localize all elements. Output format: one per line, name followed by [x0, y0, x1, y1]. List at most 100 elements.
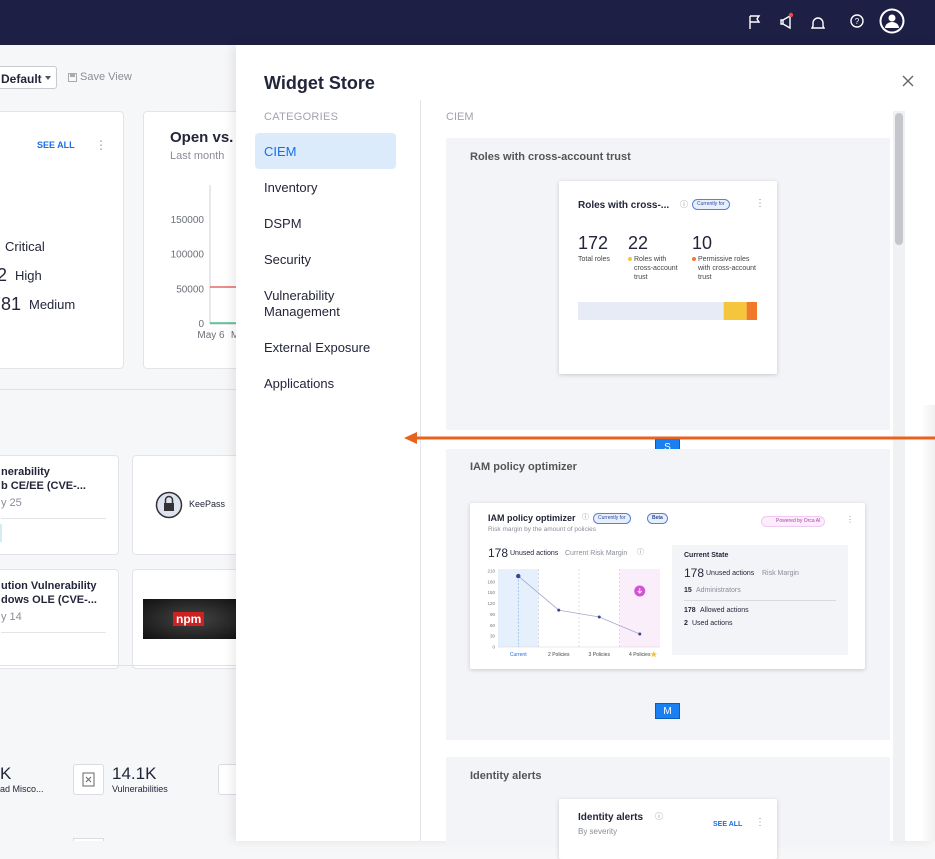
news-card[interactable]: npm	[132, 569, 236, 669]
preview-badge: Currently for	[692, 199, 730, 210]
y-tick-label: 50000	[176, 284, 204, 295]
category-item[interactable]: Inventory	[255, 169, 396, 205]
metric-label: Roles with cross-account trust	[634, 256, 678, 281]
kebab: ⋮	[755, 198, 765, 209]
bell-icon[interactable]	[810, 17, 826, 29]
info-icon: ⓘ	[680, 200, 688, 209]
category-label: DSPM	[264, 216, 302, 231]
category-label: Inventory	[264, 180, 318, 195]
category-item[interactable]: DSPM	[255, 205, 396, 241]
news-logo-text: npm	[173, 612, 205, 626]
metric-value: 22	[628, 233, 649, 253]
see-all[interactable]: SEE ALL	[37, 140, 75, 150]
view-selector-label: Default	[1, 72, 42, 86]
y-tick-label: 210	[487, 569, 495, 574]
help-glyph: ?	[855, 17, 860, 26]
announce-icon[interactable]	[780, 14, 791, 30]
keepass-logo	[155, 491, 183, 519]
y-tick-label: 0	[198, 319, 204, 330]
category-item[interactable]: External Exposure	[255, 329, 396, 365]
stat-value: K	[0, 764, 12, 783]
chart-title: Open vs. r	[170, 129, 236, 146]
kebab[interactable]: ⋮	[95, 138, 107, 152]
divider	[0, 665, 236, 666]
help-icon[interactable]	[850, 14, 864, 28]
category-item[interactable]: Applications	[255, 365, 396, 401]
flag-icon[interactable]	[749, 15, 761, 29]
save-view[interactable]: Save View	[80, 71, 132, 83]
severity-label: Critical	[5, 239, 45, 254]
category-label: Vulnerability Management	[264, 288, 340, 319]
category-item[interactable]: CIEM	[255, 133, 396, 169]
panel-title: Widget Store	[264, 73, 375, 93]
data-point	[557, 608, 561, 612]
severity-label: Medium	[29, 297, 76, 312]
news-title: ution Vulnerability	[1, 580, 97, 592]
y-tick-label: 100000	[171, 250, 205, 261]
data-point	[638, 632, 642, 636]
stat-value: 14.1K	[112, 764, 157, 783]
severity-label: High	[15, 268, 42, 283]
state-label: Allowed actions	[700, 607, 749, 614]
preview-badge: Currently for	[593, 513, 631, 524]
size-button[interactable]: M	[655, 703, 680, 719]
close-button[interactable]	[902, 75, 914, 87]
state-count: 178	[684, 607, 696, 614]
metric-dot	[628, 257, 632, 261]
metric-label: Permissive roles with cross-account trus…	[698, 256, 756, 281]
news-card[interactable]: ution Vulnerability dows OLE (CVE-... y …	[0, 569, 119, 669]
ai-badge: Powered by Orca AI	[761, 516, 826, 527]
widget-preview: Identity alerts ⓘ By severity SEE ALL ⋮	[559, 799, 777, 859]
news-card[interactable]: KeePass	[132, 455, 236, 555]
scrollbar-thumb[interactable]	[895, 113, 903, 245]
metric-label: Total roles	[578, 256, 610, 263]
category-item[interactable]: Vulnerability Management	[255, 277, 396, 329]
widget-preview: IAM policy optimizer ⓘ Currently for Bet…	[470, 503, 865, 669]
stat-label: ad Misco...	[0, 784, 44, 794]
summary-label: Unused actions	[510, 550, 559, 557]
metric-dot	[692, 257, 696, 261]
data-point	[516, 573, 521, 579]
kebab: ⋮	[755, 817, 765, 828]
widget-preview: Roles with cross-... ⓘ Currently for ⋮ 1…	[559, 181, 777, 374]
y-tick-label: 120	[487, 601, 495, 606]
metric-value: 172	[578, 233, 609, 253]
y-tick-label: 150	[487, 590, 495, 595]
npm-image: npm	[143, 599, 236, 639]
preview-subtitle: Risk margin by the amount of policies	[488, 526, 597, 533]
annotation-arrow	[404, 432, 935, 444]
top-bar: ?	[0, 0, 935, 45]
x-tick-label: 4 Policies	[629, 652, 651, 658]
news-card[interactable]: nerability b CE/EE (CVE-... y 25	[0, 455, 119, 555]
bar-track	[578, 302, 757, 320]
scrollbar[interactable]	[893, 111, 905, 841]
stat-label: Vulnerabilities	[112, 784, 168, 794]
category-label: External Exposure	[264, 340, 371, 355]
page: Widget Store { "background": { "view_sel…	[0, 0, 935, 841]
stacked-bar	[578, 302, 757, 320]
category-item[interactable]: Security	[255, 241, 396, 277]
category-list: CIEM Inventory DSPM Security Vulnerability M…	[255, 133, 396, 433]
state-value: 178	[684, 566, 705, 580]
severity-count: 2	[0, 265, 8, 285]
screen: ? Default Save View SEE ALL ⋮ Critical 2…	[0, 0, 935, 841]
y-tick-label: 30	[490, 634, 496, 639]
current-state: Current State 178 Unused actions Risk Ma…	[672, 545, 848, 655]
widget-name: Roles with cross-account trust	[470, 151, 631, 163]
widget-card[interactable]: Roles with cross-account trust Roles wit…	[446, 138, 890, 455]
view-selector[interactable]: Default	[0, 66, 57, 89]
state-label: Used actions	[692, 620, 733, 627]
preview-title: Identity alerts	[578, 812, 644, 823]
widget-name: IAM policy optimizer	[470, 461, 577, 473]
state-note: Risk Margin	[762, 570, 799, 577]
widget-card[interactable]: Identity alerts Identity alerts ⓘ By sev…	[446, 757, 890, 859]
widget-card[interactable]: IAM policy optimizer IAM policy optimize…	[446, 449, 890, 740]
summary-note: Current Risk Margin	[565, 550, 628, 557]
summary-value: 178	[488, 546, 509, 560]
metric-value: 10	[692, 233, 713, 253]
news-title: dows OLE (CVE-...	[1, 594, 97, 606]
x-tick-label: M	[231, 330, 236, 341]
news-title: nerability	[1, 466, 50, 478]
info-icon: ⓘ	[637, 549, 644, 556]
save-icon	[68, 73, 77, 82]
